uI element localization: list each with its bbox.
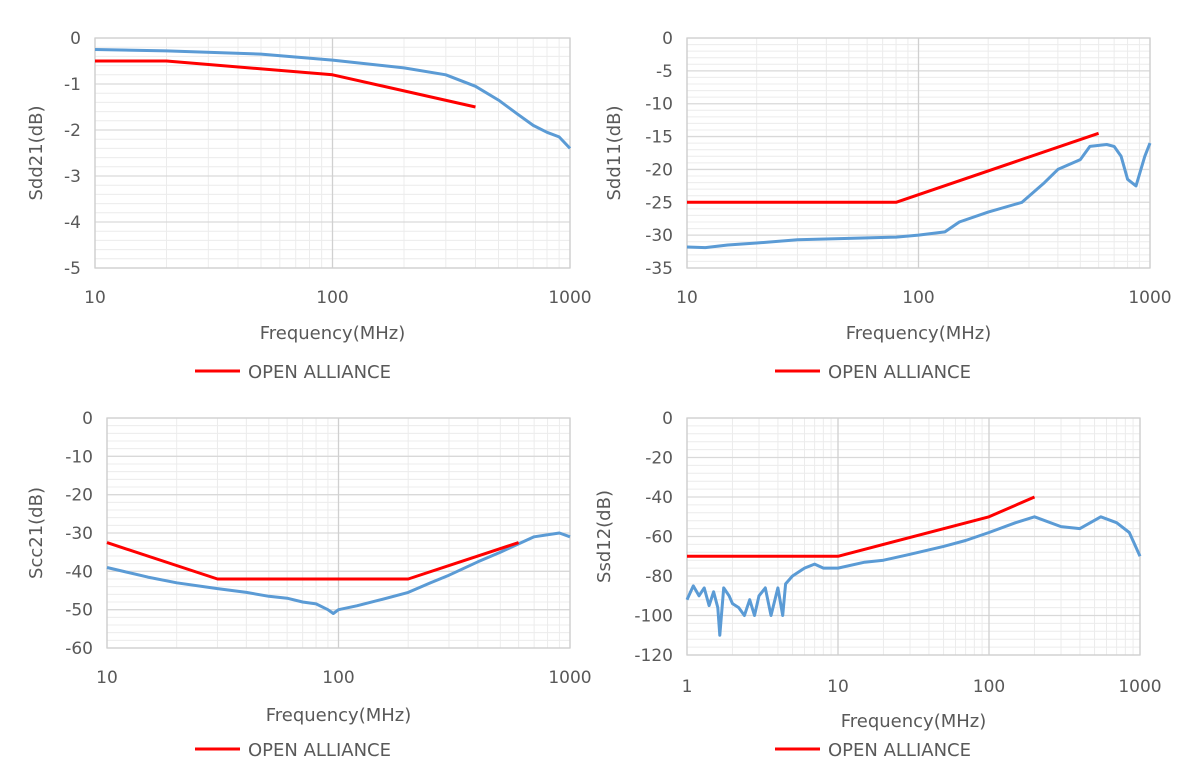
grid [686, 37, 1151, 269]
y-tick-label: -1 [64, 75, 81, 95]
series-open-alliance-line [687, 495, 1036, 558]
chart-4: 0 -20 -40 -60 -80 -100 -120 1 10 100 1000 Frequency… [594, 409, 1162, 761]
y-tick-label: 0 [662, 409, 673, 429]
y-tick-label: -50 [65, 601, 93, 621]
y-tick-label: -15 [645, 128, 673, 148]
series-open-alliance-line [687, 131, 1100, 204]
grid [106, 417, 571, 649]
x-axis-label: Frequency(MHz) [841, 711, 987, 732]
y-tick-label: -3 [64, 167, 81, 187]
x-axis-label: Frequency(MHz) [260, 323, 406, 344]
y-tick-label: -40 [645, 488, 673, 508]
series-open-alliance-line [106, 541, 520, 581]
x-tick-label: 10 [827, 677, 849, 697]
x-tick-label: 10 [96, 668, 118, 688]
series-measured-line [686, 142, 1152, 250]
legend-label: OPEN ALLIANCE [248, 362, 391, 383]
y-tick-label: -60 [645, 528, 673, 548]
series-measured-line [94, 48, 572, 150]
y-tick-label: -100 [634, 607, 673, 627]
plot-area [686, 417, 1141, 656]
x-tick-label: 1000 [548, 288, 591, 308]
x-tick-label: 100 [902, 288, 934, 308]
legend-label: OPEN ALLIANCE [248, 740, 391, 761]
x-tick-label: 1 [682, 677, 693, 697]
y-tick-label: 0 [662, 29, 673, 49]
y-tick-label: -30 [645, 226, 673, 246]
x-tick-label: 1000 [1118, 677, 1161, 697]
y-tick-label: -20 [645, 449, 673, 469]
y-axis-label: Ssd12(dB) [594, 490, 615, 583]
y-axis-label: Scc21(dB) [26, 487, 47, 579]
grid [94, 37, 571, 269]
y-tick-label: -5 [64, 259, 81, 279]
x-tick-label: 1000 [1128, 288, 1171, 308]
x-tick-label: 1000 [548, 668, 591, 688]
y-tick-label: -60 [65, 639, 93, 659]
y-tick-label: -35 [645, 259, 673, 279]
y-tick-label: -5 [656, 62, 673, 82]
legend-label: OPEN ALLIANCE [828, 740, 971, 761]
x-axis-label: Frequency(MHz) [846, 323, 992, 344]
y-tick-label: -25 [645, 193, 673, 213]
series-measured-line [106, 531, 571, 615]
x-tick-label: 10 [676, 288, 698, 308]
chart-1: 0 -1 -2 -3 -4 -510 100 1000 Frequency(MHz) Sdd21(… [26, 29, 592, 383]
y-tick-label: 0 [82, 409, 93, 429]
plot-area [94, 37, 571, 269]
x-axis-label: Frequency(MHz) [266, 705, 412, 726]
y-tick-label: -20 [645, 160, 673, 180]
y-axis-label: Sdd11(dB) [604, 105, 625, 200]
y-tick-label: -10 [65, 447, 93, 467]
y-tick-label: -2 [64, 121, 81, 141]
y-tick-label: -4 [64, 213, 81, 233]
x-tick-label: 100 [973, 677, 1005, 697]
x-tick-label: 10 [84, 288, 106, 308]
plot-area [106, 417, 571, 649]
x-tick-label: 100 [322, 668, 354, 688]
y-tick-label: -120 [634, 646, 673, 666]
x-tick-label: 100 [316, 288, 348, 308]
y-tick-label: -10 [645, 95, 673, 115]
series-open-alliance-line [95, 59, 476, 109]
y-axis-label: Sdd21(dB) [26, 105, 47, 200]
y-tick-label: 0 [70, 29, 81, 49]
y-tick-label: -40 [65, 562, 93, 582]
y-tick-label: -80 [645, 567, 673, 587]
legend-label: OPEN ALLIANCE [828, 362, 971, 383]
y-tick-label: -30 [65, 524, 93, 544]
y-tick-label: -20 [65, 486, 93, 506]
series-measured-line [685, 515, 1142, 637]
plot-area [686, 37, 1151, 269]
